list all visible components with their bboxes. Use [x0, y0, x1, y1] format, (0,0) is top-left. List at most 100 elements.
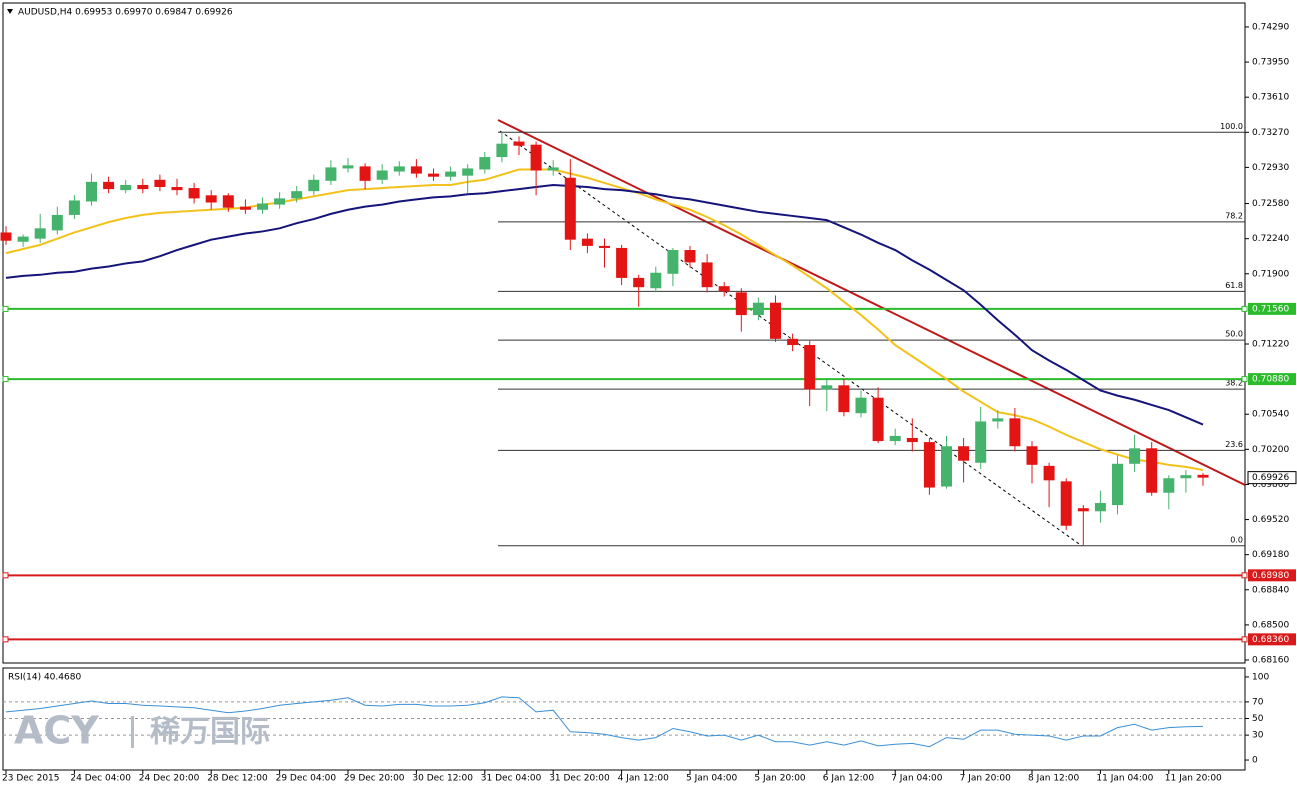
x-tick-label: 11 Jan 04:00: [1096, 774, 1153, 784]
candle-body: [701, 262, 713, 288]
x-tick-label: 4 Jan 12:00: [618, 774, 670, 784]
x-tick-label: 29 Dec 20:00: [344, 774, 405, 784]
y-tick-label: 0.70540: [1252, 410, 1289, 420]
y-tick-label: 0.72930: [1252, 163, 1289, 173]
candle-body: [1060, 481, 1072, 526]
candle-body: [513, 141, 525, 146]
x-tick-label: 31 Dec 20:00: [549, 774, 610, 784]
candle-body: [462, 168, 474, 176]
y-tick-label: 0.72580: [1252, 199, 1289, 209]
candle-body: [787, 338, 799, 346]
level-handle: [1241, 305, 1248, 312]
moving-average: [5, 183, 1204, 426]
candle-body: [291, 191, 303, 199]
x-tick-label: 11 Jan 20:00: [1165, 774, 1222, 784]
candle-body: [1026, 446, 1038, 465]
candle-body: [393, 166, 405, 172]
candle-body: [752, 302, 764, 316]
candle-body: [325, 167, 337, 181]
x-tick-label: 6 Jan 12:00: [823, 774, 875, 784]
candle-body: [650, 272, 662, 289]
fib-label: 100.0: [1220, 122, 1243, 131]
candle-body: [171, 187, 183, 191]
level-price-box: [1248, 569, 1296, 582]
watermark-divider: [131, 716, 134, 748]
level-price-label: 0.68360: [1252, 635, 1289, 645]
candle-body: [428, 173, 439, 177]
x-tick-label: 8 Jan 12:00: [1028, 774, 1080, 784]
candle-body: [838, 385, 850, 413]
candle-body: [51, 214, 63, 231]
watermark-logo: ACY: [14, 709, 99, 753]
y-tick-label: 0.73950: [1252, 58, 1289, 68]
candle-body: [1197, 474, 1209, 478]
watermark-text: 稀万国际: [150, 715, 270, 750]
fib-label: 38.2: [1225, 379, 1243, 388]
candle-body: [855, 397, 867, 414]
candle-body: [34, 228, 46, 239]
candle-body: [342, 165, 354, 169]
y-tick-label: 0.71220: [1252, 339, 1289, 349]
chart-title: AUDUSD,H4 0.69953 0.69970 0.69847 0.6992…: [18, 8, 233, 18]
candle-body: [684, 250, 696, 263]
candle-body: [564, 177, 576, 240]
candle-body: [68, 200, 80, 215]
y-tick-label: 0.68500: [1252, 620, 1289, 630]
rsi-line: [5, 696, 1204, 748]
x-tick-label: 23 Dec 2015: [2, 774, 60, 784]
y-tick-label: 0.69860: [1252, 480, 1289, 490]
x-tick-label: 28 Dec 12:00: [207, 774, 268, 784]
fib-label: 61.8: [1225, 281, 1243, 290]
candle-body: [633, 277, 645, 288]
candle-body: [1129, 448, 1141, 464]
y-tick-label: 0.72240: [1252, 234, 1289, 244]
candle-body: [599, 245, 610, 248]
candle-body: [992, 418, 1004, 422]
candle-body: [137, 184, 149, 190]
level-handle: [1241, 376, 1248, 383]
candle-body: [889, 435, 901, 442]
trend-line: [497, 119, 1246, 486]
level-price-label: 0.70880: [1252, 375, 1289, 385]
x-tick-label: 30 Dec 12:00: [412, 774, 473, 784]
y-tick-label: 0.71900: [1252, 269, 1289, 279]
y-tick-label: 0.73610: [1252, 93, 1289, 103]
candle-body: [410, 166, 422, 174]
y-tick-label: 0.73270: [1252, 128, 1289, 138]
fib-label: 0.0: [1230, 535, 1243, 544]
candle-body: [718, 286, 730, 292]
candle-body: [359, 166, 371, 181]
candle-body: [975, 421, 987, 463]
candle-body: [770, 302, 781, 339]
y-tick-label: 30: [1252, 731, 1264, 741]
candle-body: [530, 144, 542, 171]
candle-body: [308, 179, 320, 192]
y-tick-label: 0.69520: [1252, 515, 1289, 525]
level-price-label: 0.71560: [1252, 304, 1289, 314]
candle-body: [120, 184, 132, 191]
candle-body: [222, 195, 234, 208]
candle-body: [581, 238, 593, 246]
level-price-box: [1248, 633, 1296, 646]
candle-body: [205, 195, 217, 203]
candle-body: [86, 181, 97, 202]
candle-body: [1009, 418, 1021, 447]
y-tick-label: 0.68840: [1252, 585, 1289, 595]
level-handle: [2, 572, 9, 579]
candle-body: [17, 236, 29, 242]
x-tick-label: 29 Dec 04:00: [276, 774, 337, 784]
fib-label: 23.6: [1225, 440, 1243, 449]
candle-body: [239, 206, 251, 210]
y-tick-label: 0.69180: [1252, 550, 1289, 560]
candle-body: [1094, 503, 1106, 512]
level-price-box: [1248, 373, 1296, 386]
candle-body: [1146, 448, 1158, 493]
candle-body: [274, 198, 286, 205]
y-tick-label: 70: [1252, 697, 1264, 707]
x-tick-label: 24 Dec 04:00: [70, 774, 131, 784]
candle-body: [0, 232, 12, 241]
candle-body: [188, 188, 200, 199]
y-tick-label: 50: [1252, 714, 1264, 724]
candle-body: [958, 446, 970, 461]
